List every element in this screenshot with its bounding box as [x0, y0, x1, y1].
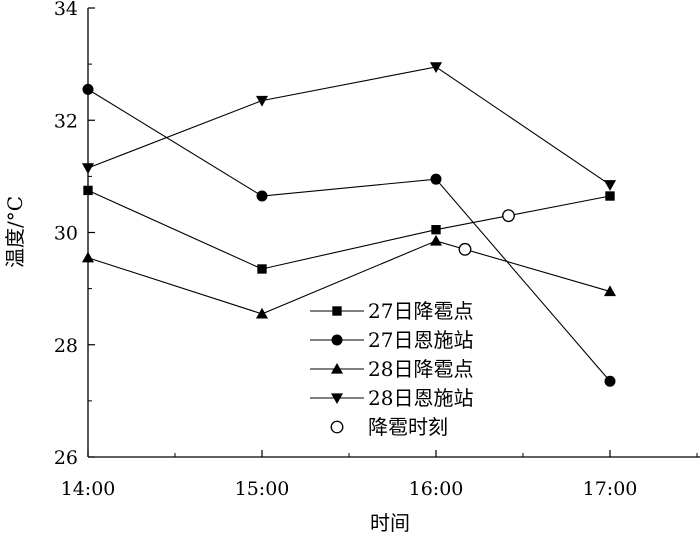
legend-marker — [330, 420, 344, 434]
y-tick-label: 28 — [54, 335, 78, 357]
x-axis-label: 时间 — [370, 511, 410, 535]
legend-label: 27日恩施站 — [368, 328, 473, 352]
legend-marker — [331, 334, 343, 346]
x-tick-label: 16:00 — [409, 478, 464, 500]
series-1-point — [431, 225, 441, 235]
x-tick-label: 17:00 — [583, 478, 638, 500]
series-layer — [81, 62, 617, 387]
series-1-point — [257, 264, 267, 274]
legend-marker — [330, 362, 344, 374]
series-4-point — [81, 163, 95, 175]
series-line-3 — [87, 240, 611, 315]
legend-label: 27日降雹点 — [368, 299, 473, 323]
series-4-point — [603, 180, 617, 191]
series-3-point — [255, 307, 269, 319]
x-ticks: 14:00 15:00 16:00 17:00 — [61, 450, 698, 500]
legend-label: 28日降雹点 — [368, 357, 473, 381]
series-2-point — [430, 173, 442, 185]
y-ticks: 26 28 30 32 34 — [54, 0, 95, 469]
series-line-2 — [87, 88, 611, 382]
series-line-4 — [87, 66, 611, 186]
series-1-point — [605, 191, 615, 201]
y-axis-label: 温度/°C — [3, 196, 27, 268]
series-1-point — [83, 185, 93, 196]
x-tick-label: 14:00 — [61, 478, 116, 500]
series-2-point — [256, 190, 268, 202]
hail-time-layer — [458, 209, 515, 256]
series-4-point — [255, 95, 269, 107]
legend-label: 28日恩施站 — [368, 386, 473, 410]
y-tick-label: 26 — [54, 447, 78, 469]
hail-time-point — [458, 242, 472, 256]
series-4-point — [429, 62, 443, 73]
series-3-point — [603, 285, 617, 297]
series-3-point — [81, 251, 95, 263]
series-line-1 — [87, 189, 611, 270]
hail-time-point — [502, 209, 515, 223]
legend-marker — [332, 306, 342, 316]
legend-label: 降雹时刻 — [368, 415, 448, 439]
y-tick-label: 32 — [54, 110, 78, 132]
series-2-point — [604, 375, 616, 387]
series-2-point — [82, 83, 94, 95]
y-tick-label: 30 — [54, 223, 78, 245]
series-3-point — [429, 234, 443, 246]
y-tick-label: 34 — [54, 0, 78, 20]
legend-marker — [330, 393, 344, 405]
x-tick-label: 15:00 — [235, 478, 290, 500]
